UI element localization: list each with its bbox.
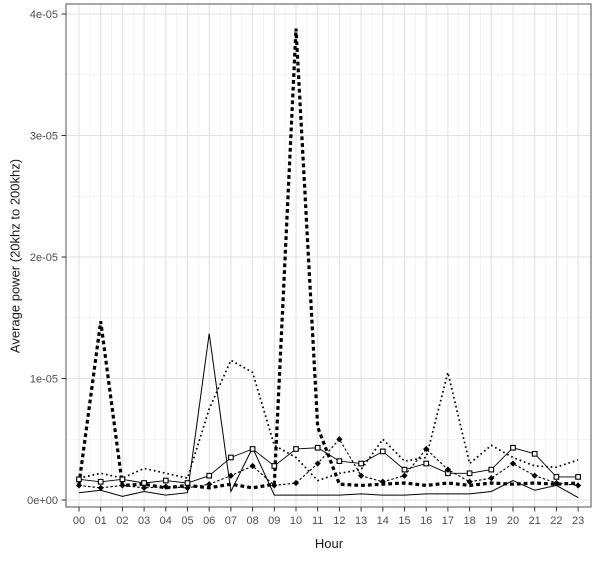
filled-diamond-marker xyxy=(162,483,169,490)
filled-diamond-marker xyxy=(271,482,278,489)
filled-diamond-marker xyxy=(488,475,495,482)
x-tick-label: 17 xyxy=(442,515,454,527)
filled-diamond-marker xyxy=(97,484,104,491)
open-square-marker xyxy=(293,446,299,452)
solid-thin-line xyxy=(78,333,579,499)
y-tick-label: 4e-05 xyxy=(30,9,58,21)
filled-diamond-marker xyxy=(292,479,300,487)
filled-diamond-marker xyxy=(314,460,321,467)
open-square-marker xyxy=(97,478,104,485)
y-axis-title: Average power (20khz to 200khz) xyxy=(7,158,23,354)
x-tick-label: 21 xyxy=(529,515,541,527)
x-tick-label: 13 xyxy=(355,515,367,527)
filled-diamond-marker xyxy=(575,482,582,489)
open-square-marker xyxy=(466,470,473,477)
open-square-marker xyxy=(401,466,408,473)
x-tick-label: 20 xyxy=(507,515,519,527)
x-tick-label: 06 xyxy=(203,515,215,527)
filled-diamond-marker xyxy=(206,481,213,488)
filled-diamond-marker xyxy=(509,460,517,467)
open-square-marker xyxy=(531,450,538,457)
x-tick-label: 18 xyxy=(463,515,475,527)
y-tick-label: 3e-05 xyxy=(30,131,58,143)
panel-border xyxy=(65,3,592,508)
x-tick-label: 16 xyxy=(420,515,432,527)
open-square-marker xyxy=(141,480,147,486)
open-square-marker xyxy=(423,460,430,467)
open-square-marker xyxy=(228,454,234,461)
open-square-marker xyxy=(119,476,126,483)
open-square-marker xyxy=(358,460,364,467)
y-tick-label: 1e-05 xyxy=(30,374,58,386)
x-tick-label: 02 xyxy=(116,515,128,527)
filled-diamond-marker xyxy=(119,482,126,489)
x-tick-label: 15 xyxy=(398,515,410,527)
open-square-marker xyxy=(314,444,321,451)
filled-diamond-marker xyxy=(141,484,148,491)
filled-diamond-marker xyxy=(401,472,408,479)
filled-diamond-marker xyxy=(358,472,365,479)
x-tick-label: 10 xyxy=(290,515,302,527)
open-square-marker xyxy=(184,480,191,486)
x-tick-label: 09 xyxy=(268,515,280,527)
x-tick-label: 04 xyxy=(160,515,172,527)
filled-diamond-marker xyxy=(184,484,191,491)
filled-diamond-marker xyxy=(227,472,234,479)
open-square-marker xyxy=(162,477,169,484)
x-tick-label: 11 xyxy=(312,515,323,527)
open-square-marker xyxy=(206,472,213,479)
open-square-marker xyxy=(336,458,343,464)
open-square-marker xyxy=(488,466,495,473)
filled-diamond-marker xyxy=(249,462,256,470)
filled-diamond-marker xyxy=(553,479,560,487)
filled-diamond-marker xyxy=(423,445,430,453)
x-tick-label: 01 xyxy=(95,515,107,527)
open-square-marker xyxy=(249,446,256,452)
filled-diamond-marker xyxy=(75,482,83,489)
filled-diamond-marker xyxy=(466,478,473,485)
x-tick-label: 03 xyxy=(138,515,150,527)
filled-diamond-marker xyxy=(379,478,386,485)
x-tick-label: 14 xyxy=(377,515,389,527)
filled-diamond-marker xyxy=(336,436,343,443)
filled-diamond-marker xyxy=(444,466,451,473)
open-square-marker xyxy=(575,474,581,480)
y-tick-label: 0e+00 xyxy=(27,495,58,507)
open-square-marker xyxy=(553,474,560,480)
x-axis-title: Hour xyxy=(314,536,344,551)
x-tick-label: 22 xyxy=(550,515,562,527)
x-tick-label: 19 xyxy=(485,515,497,527)
open-square-marker xyxy=(76,476,82,483)
x-tick-label: 08 xyxy=(246,515,258,527)
open-square-marker xyxy=(271,463,278,469)
y-tick-label: 2e-05 xyxy=(30,252,58,264)
x-tick-label: 07 xyxy=(225,515,237,527)
x-tick-label: 00 xyxy=(73,515,85,527)
open-square-marker-line xyxy=(78,447,579,484)
x-tick-label: 05 xyxy=(181,515,193,527)
x-tick-label: 23 xyxy=(572,515,584,527)
open-square-marker xyxy=(510,444,516,451)
open-square-marker xyxy=(379,448,386,455)
heavy-dashed-line xyxy=(77,28,579,490)
filled-diamond-marker xyxy=(531,472,538,479)
x-tick-label: 12 xyxy=(333,515,345,527)
